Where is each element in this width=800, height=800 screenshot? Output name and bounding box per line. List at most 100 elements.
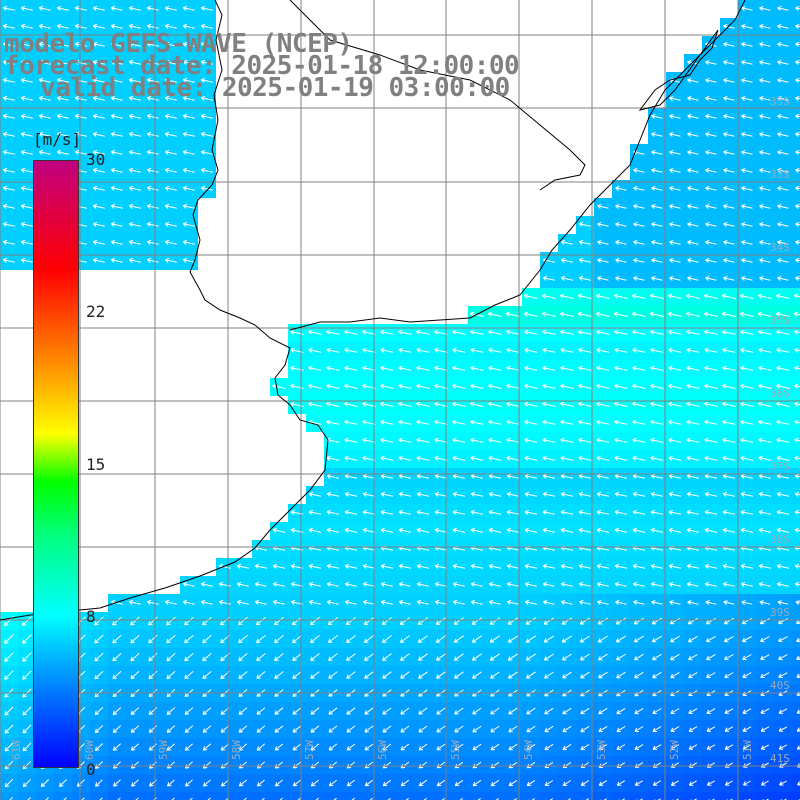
wind-arrow [182,257,195,263]
wind-arrow [328,725,338,733]
wind-arrow [722,401,736,407]
wind-arrow [328,779,338,787]
wind-arrow [436,779,446,787]
wind-arrow [488,383,502,389]
wind-arrow [146,221,159,227]
wind-arrow [742,726,752,732]
wind-arrow [326,599,339,605]
wind-arrow [469,311,484,317]
wind-arrow [507,617,519,625]
wind-arrow [687,150,699,155]
wind-arrow [417,635,428,643]
wind-arrow [703,293,718,299]
wind-arrow [507,635,519,643]
colorbar-tick: 22 [86,302,106,321]
wind-arrow [128,185,141,191]
wind-arrow [542,581,555,587]
wind-arrow [758,419,772,425]
wind-arrow [777,132,789,137]
wind-arrow [45,797,49,800]
wind-arrow [310,725,320,733]
wind-cell [18,792,36,800]
wind-arrow [560,437,574,443]
wind-arrow [705,617,716,625]
wind-arrow [363,635,374,643]
wind-arrow [722,365,736,371]
wind-arrow [488,527,502,533]
wind-arrow [578,563,592,569]
wind-arrow [704,509,718,515]
wind-arrow [668,581,681,587]
wind-arrow [505,311,520,317]
wind-arrow [580,743,590,751]
wind-arrow [128,239,141,245]
wind-arrow [795,96,800,101]
wind-arrow [757,311,772,317]
wind-arrow [615,635,626,643]
wind-arrow [166,743,176,751]
wind-arrow [686,527,700,533]
wind-arrow [310,653,320,661]
wind-arrow [705,150,717,155]
wind-arrow [202,634,212,644]
wind-arrow [633,258,645,263]
wind-arrow [128,113,141,119]
wind-arrow [579,617,591,625]
wind-arrow [56,149,69,155]
wind-arrow [345,617,357,626]
wind-arrow [164,77,177,83]
wind-arrow [741,132,753,137]
wind-arrow [650,329,664,335]
wind-arrow [200,5,213,11]
wind-arrow [632,437,646,443]
wind-arrow [20,113,33,119]
wind-arrow [344,491,358,497]
wind-arrow [146,167,159,173]
wind-arrow [758,527,772,533]
wind-arrow [148,616,158,626]
wind-arrow [686,581,699,587]
wind-arrow [777,600,789,605]
wind-arrow [634,744,644,750]
wind-arrow [651,168,663,173]
wind-arrow [741,168,753,173]
wind-arrow [56,23,69,29]
wind-arrow [184,725,194,733]
wind-cell [468,792,486,800]
wind-arrow [112,725,122,733]
wind-arrow [579,653,590,661]
wind-arrow [148,634,158,644]
wind-arrow [110,113,123,119]
wind-cell [90,792,108,800]
wind-cell [72,792,90,800]
wind-arrow [112,670,122,680]
wind-arrow [706,653,716,661]
wind-arrow [687,635,698,643]
wind-arrow [2,239,15,245]
wind-arrow [488,563,502,569]
wind-arrow [238,743,248,751]
wind-arrow [344,563,358,569]
wind-arrow [632,329,646,335]
wind-arrow [578,257,591,263]
wind-arrow [74,59,87,65]
wind-arrow [380,473,394,479]
wind-arrow [669,96,681,101]
wind-arrow [668,365,682,371]
wind-arrow [687,114,699,119]
wind-arrow [4,670,14,680]
wind-arrow [688,671,698,679]
title-forecast-date: forecast date: 2025-01-18 12:00:00 [4,51,520,81]
wind-arrow [724,744,734,750]
wind-arrow [705,240,717,245]
wind-arrow [618,798,625,800]
wind-cell [792,756,800,774]
wind-arrow [508,743,518,751]
wind-arrow [795,6,800,11]
wind-arrow [131,779,139,787]
wind-arrow [542,563,556,569]
wind-arrow [777,150,789,155]
wind-arrow [184,743,194,751]
wind-arrow [614,383,628,389]
